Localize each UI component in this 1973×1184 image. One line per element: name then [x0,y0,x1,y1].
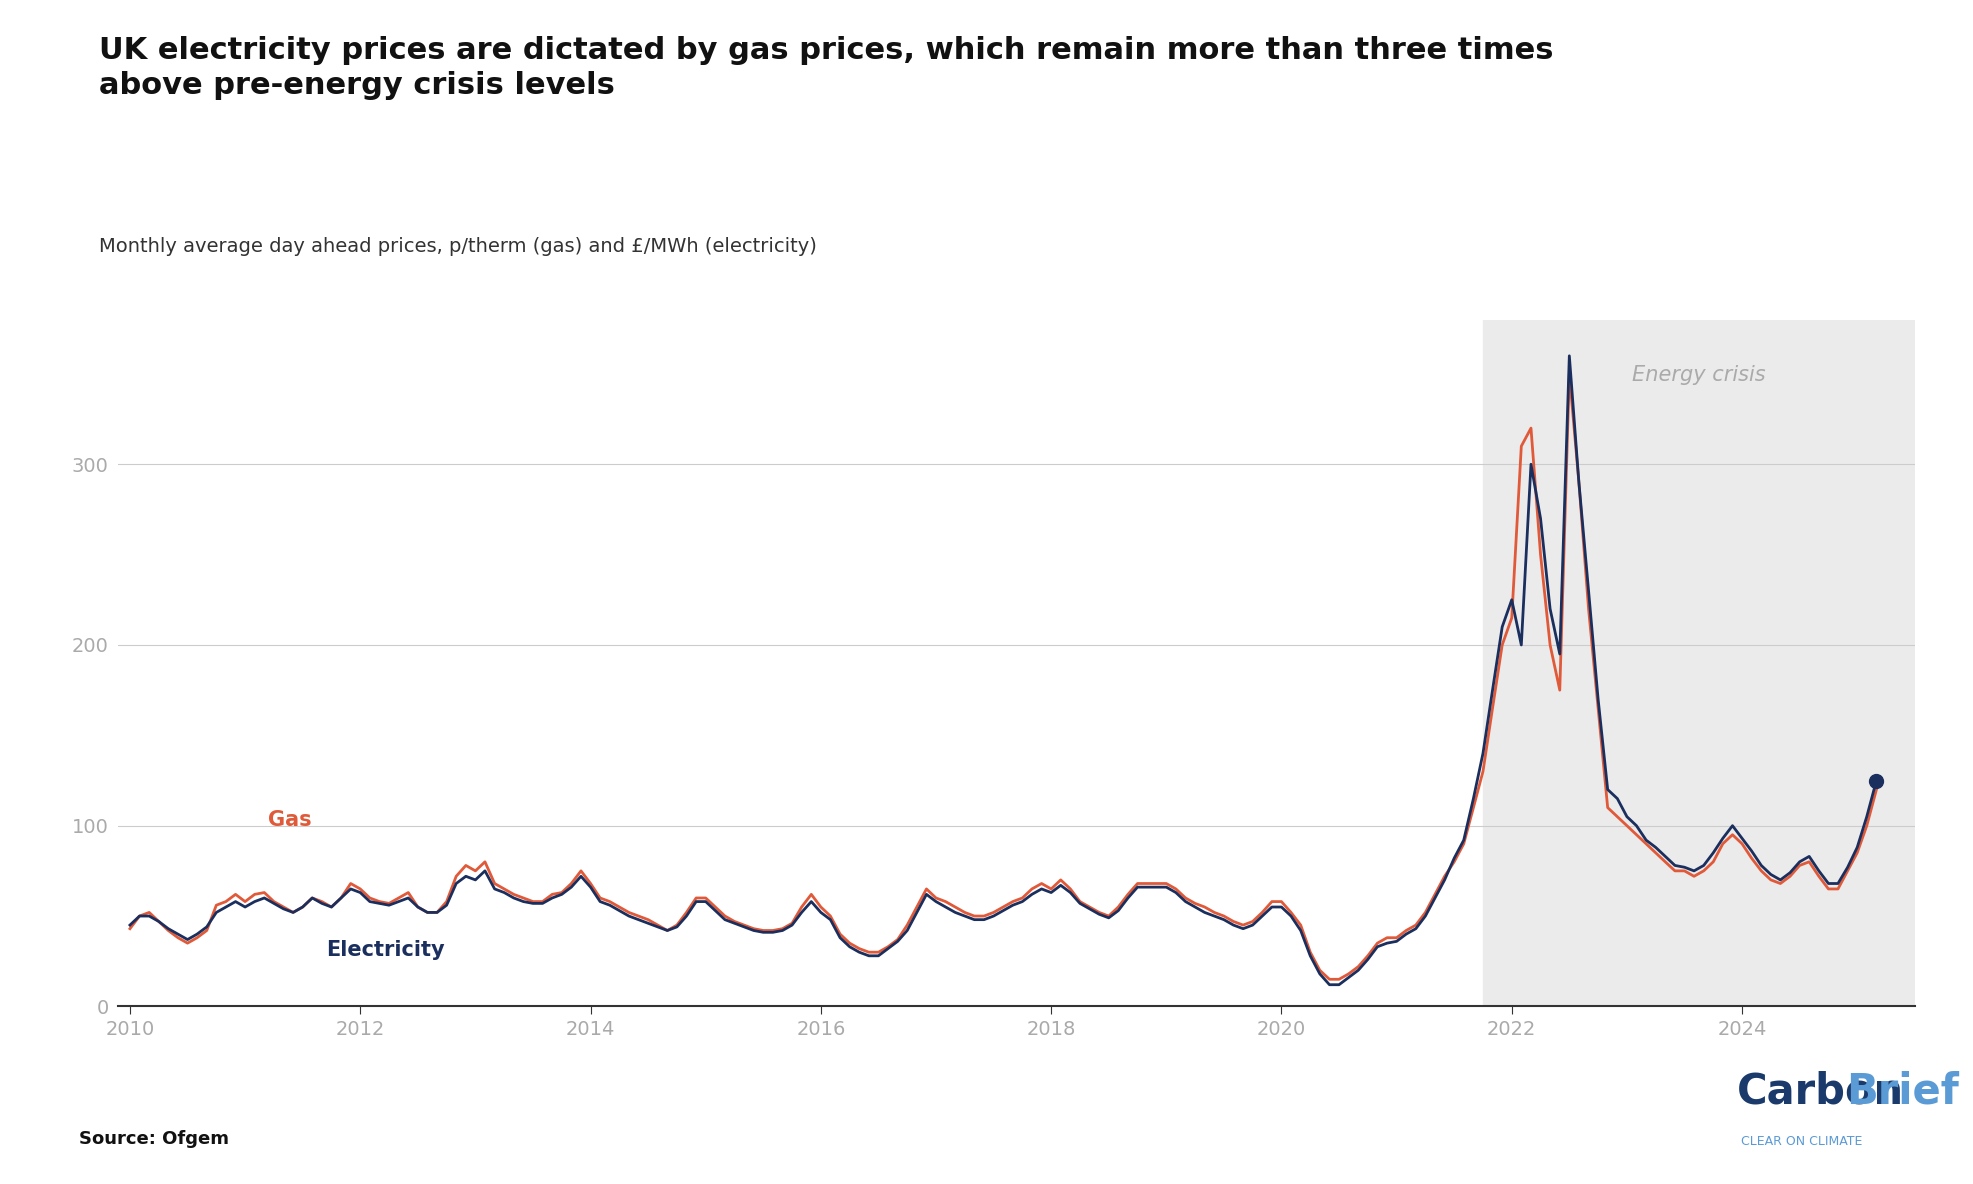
Text: Source: Ofgem: Source: Ofgem [79,1131,229,1148]
Text: UK electricity prices are dictated by gas prices, which remain more than three t: UK electricity prices are dictated by ga… [99,36,1553,101]
Text: CLEAR ON CLIMATE: CLEAR ON CLIMATE [1740,1135,1861,1148]
Text: Carbon: Carbon [1736,1072,1904,1113]
Point [1861,771,1892,790]
Text: Energy crisis: Energy crisis [1632,365,1764,385]
Text: Gas: Gas [268,810,312,830]
Bar [1482,320,1914,1006]
Text: Monthly average day ahead prices, p/therm (gas) and £/MWh (electricity): Monthly average day ahead prices, p/ther… [99,237,817,256]
Text: Electricity: Electricity [326,940,444,960]
Text: Brief: Brief [1845,1072,1957,1113]
